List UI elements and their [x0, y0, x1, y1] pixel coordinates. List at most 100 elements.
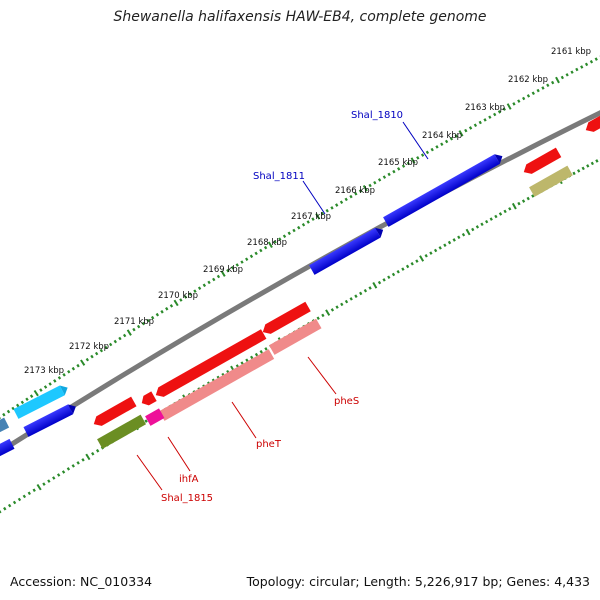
inner-scale-tick	[377, 280, 382, 285]
gene-feature-ihfa[interactable]	[139, 391, 157, 407]
gene-label-phet[interactable]: pheT	[256, 439, 282, 450]
gene-label-phes[interactable]: pheS	[334, 396, 359, 407]
outer-scale-tick	[560, 75, 564, 80]
outer-scale-tick	[62, 372, 66, 377]
gene-feature-red-right[interactable]	[521, 147, 562, 177]
outer-scale-tick	[555, 76, 560, 84]
rna-genes	[97, 165, 573, 449]
outer-scale-tick	[551, 80, 555, 85]
outer-scale-tick	[169, 304, 174, 308]
rna-feature-phes[interactable]	[269, 318, 322, 355]
genome-backbone	[0, 110, 600, 455]
inner-scale-tick	[438, 246, 442, 250]
scale-label-2166: 2166 kbp	[335, 186, 375, 196]
outer-scale-tick	[113, 339, 118, 344]
outer-scale-tick	[136, 324, 141, 329]
outer-scale-tick	[335, 203, 339, 207]
outer-scale-tick	[526, 94, 531, 98]
gene-feature-light-blue[interactable]	[13, 383, 70, 419]
inner-scale-tick	[3, 506, 7, 511]
gene-feature-blue-edge[interactable]	[0, 438, 15, 457]
inner-scale-tick	[577, 169, 581, 173]
inner-scale-tick	[517, 201, 521, 206]
outer-scale-tick	[67, 369, 71, 374]
gene-feature-shal-1810[interactable]	[383, 151, 505, 227]
inner-scale-tick	[42, 482, 46, 486]
inner-scale-tick	[22, 494, 27, 499]
outer-scale-tick	[522, 96, 526, 101]
outer-scale-tick	[517, 99, 521, 103]
scale-label-2173: 2173 kbp	[24, 366, 64, 376]
outer-scale-tick	[273, 240, 277, 244]
genome-summary-text: Topology: circular; Length: 5,226,917 bp…	[246, 574, 590, 589]
rna-feature-shal-1815[interactable]	[97, 414, 147, 449]
outer-scale-tick	[362, 184, 368, 192]
inner-scale-tick	[52, 476, 56, 480]
outer-scale-tick	[315, 213, 321, 220]
map-title: Shewanella halifaxensis HAW-EB4, complet…	[113, 9, 487, 25]
outer-scale-tick	[311, 217, 315, 221]
gene-label-shal-1810[interactable]: Shal_1810	[351, 110, 403, 121]
gene-label-shal-1811[interactable]: Shal_1811	[253, 171, 305, 182]
outer-scale-tick	[580, 65, 584, 69]
outer-scale-tick	[155, 312, 160, 317]
inner-scale-tick	[429, 251, 433, 255]
outer-scale-tick	[57, 376, 62, 380]
inner-scale-tick	[590, 161, 594, 166]
gene-feature-phet[interactable]	[153, 329, 267, 400]
outer-scale-tick	[132, 327, 136, 332]
outer-scale-tick	[575, 67, 579, 72]
inner-scale-tick	[71, 464, 75, 468]
inner-scale-tick	[76, 461, 80, 465]
outer-scale-tick	[48, 382, 52, 386]
inner-scale-tick	[475, 225, 480, 229]
inner-scale-tick	[264, 347, 268, 351]
outer-scale-tick	[493, 112, 497, 117]
outer-scale-tick	[104, 345, 108, 350]
gene-label-ihfa[interactable]: ihfA	[179, 474, 199, 485]
scale-label-2163: 2163 kbp	[465, 103, 505, 113]
inner-scale-tick	[461, 232, 466, 237]
inner-scale-tick	[245, 358, 249, 363]
outer-scale-tick	[584, 62, 589, 67]
scale-label-2164: 2164 kbp	[422, 131, 462, 141]
outer-scale-tick	[141, 321, 146, 326]
outer-scale-tick	[146, 318, 150, 323]
gene-feature-steelblue-edge[interactable]	[0, 417, 10, 433]
outer-scale-tick	[99, 348, 104, 353]
inner-scale-tick	[511, 202, 517, 210]
inner-scale-tick	[259, 350, 263, 354]
outer-scale-tick	[325, 208, 329, 213]
rna-feature-phet[interactable]	[159, 349, 275, 421]
label-leader-shal-1811	[302, 180, 326, 215]
outer-scale-tick	[188, 292, 192, 296]
inner-scale-tick	[372, 282, 378, 289]
outer-scale-tick	[278, 237, 282, 241]
outer-scale-tick	[392, 169, 396, 174]
gene-feature-shal-1815[interactable]	[91, 396, 137, 429]
rna-feature-ihfa[interactable]	[145, 408, 165, 426]
outer-scale-tick	[118, 336, 122, 341]
inner-scale-tick	[489, 217, 493, 221]
outer-scale-tick	[287, 231, 291, 236]
gene-feature-red-edge[interactable]	[583, 115, 600, 134]
gene-feature-shal-1811[interactable]	[309, 225, 386, 275]
gene-feature-blue-left[interactable]	[23, 402, 78, 437]
outer-scale-tick	[430, 147, 434, 152]
inner-scale-tick	[325, 309, 331, 316]
outer-scale-tick	[570, 70, 574, 74]
gene-label-shal-1815[interactable]: Shal_1815	[161, 493, 213, 504]
inner-scale-tick	[443, 243, 447, 247]
inner-scale-tick	[508, 207, 512, 211]
outer-scale-tick	[173, 299, 179, 307]
label-leader-shal-1815	[136, 454, 163, 491]
rna-feature-khaki[interactable]	[529, 165, 573, 197]
outer-scale-tick	[425, 150, 430, 155]
outer-scale-tick	[330, 206, 334, 210]
gene-feature-phes[interactable]	[260, 301, 311, 337]
outer-scale-tick	[297, 225, 301, 230]
outer-scale-tick	[235, 263, 239, 267]
inner-scale-tick	[12, 500, 17, 505]
outer-scale-tick	[339, 200, 344, 204]
